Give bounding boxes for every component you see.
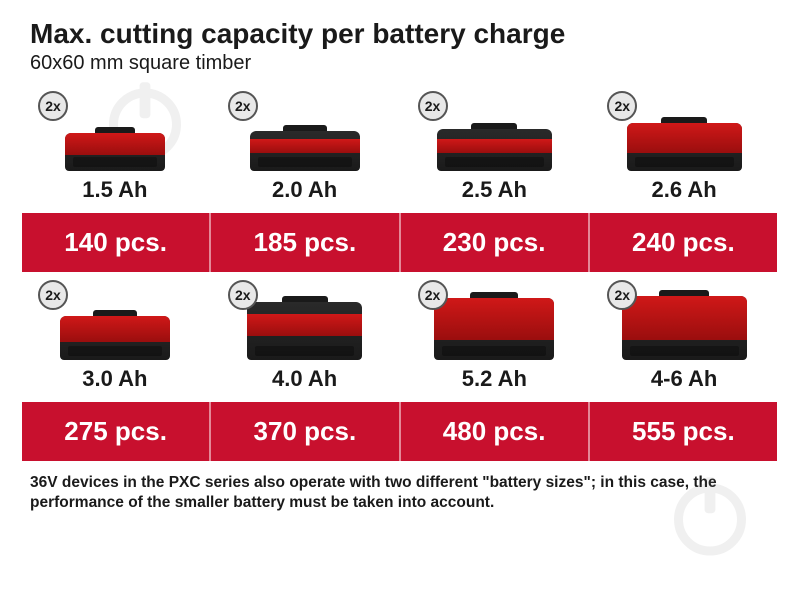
ah-label: 4-6 Ah <box>651 366 717 392</box>
pcs-value: 185 pcs. <box>211 213 400 272</box>
battery-cell: 2x 1.5 Ah <box>20 91 210 203</box>
battery-image <box>429 290 559 360</box>
ah-label: 2.5 Ah <box>462 177 527 203</box>
ah-label: 5.2 Ah <box>462 366 527 392</box>
pcs-row: 275 pcs.370 pcs.480 pcs.555 pcs. <box>22 402 777 461</box>
battery-cell: 2x 4.0 Ah <box>210 280 400 392</box>
quantity-badge: 2x <box>228 91 258 121</box>
battery-cell: 2x4-6 Ah <box>589 280 779 392</box>
battery-row: 2x 1.5 Ah 2x 2.0 Ah 2x 2.5 Ah 2x2.6 Ah <box>0 83 799 207</box>
footnote-text: 36V devices in the PXC series also opera… <box>0 461 799 513</box>
header: Max. cutting capacity per battery charge… <box>0 0 799 83</box>
ah-label: 2.0 Ah <box>272 177 337 203</box>
pcs-value: 555 pcs. <box>590 402 777 461</box>
quantity-badge: 2x <box>418 280 448 310</box>
battery-cell: 2x 2.0 Ah <box>210 91 400 203</box>
pcs-value: 230 pcs. <box>401 213 590 272</box>
page-title: Max. cutting capacity per battery charge <box>30 18 769 50</box>
quantity-badge: 2x <box>38 91 68 121</box>
battery-cell: 2x 2.5 Ah <box>400 91 590 203</box>
battery-cell: 2x 3.0 Ah <box>20 280 210 392</box>
ah-label: 4.0 Ah <box>272 366 337 392</box>
quantity-badge: 2x <box>418 91 448 121</box>
ah-label: 1.5 Ah <box>82 177 147 203</box>
battery-image <box>50 290 180 360</box>
ah-label: 3.0 Ah <box>82 366 147 392</box>
pcs-value: 140 pcs. <box>22 213 211 272</box>
pcs-value: 480 pcs. <box>401 402 590 461</box>
pcs-row: 140 pcs.185 pcs.230 pcs.240 pcs. <box>22 213 777 272</box>
page-subtitle: 60x60 mm square timber <box>30 52 769 75</box>
battery-image <box>240 101 370 171</box>
quantity-badge: 2x <box>228 280 258 310</box>
battery-cell: 2x 5.2 Ah <box>400 280 590 392</box>
battery-row: 2x 3.0 Ah 2x 4.0 Ah 2x 5.2 Ah 2x4-6 Ah <box>0 272 799 396</box>
ah-label: 2.6 Ah <box>652 177 717 203</box>
pcs-value: 370 pcs. <box>211 402 400 461</box>
battery-image <box>240 290 370 360</box>
battery-cell: 2x2.6 Ah <box>589 91 779 203</box>
battery-image <box>50 101 180 171</box>
battery-image <box>429 101 559 171</box>
pcs-value: 240 pcs. <box>590 213 777 272</box>
battery-image <box>619 101 749 171</box>
battery-image <box>619 290 749 360</box>
quantity-badge: 2x <box>38 280 68 310</box>
pcs-value: 275 pcs. <box>22 402 211 461</box>
